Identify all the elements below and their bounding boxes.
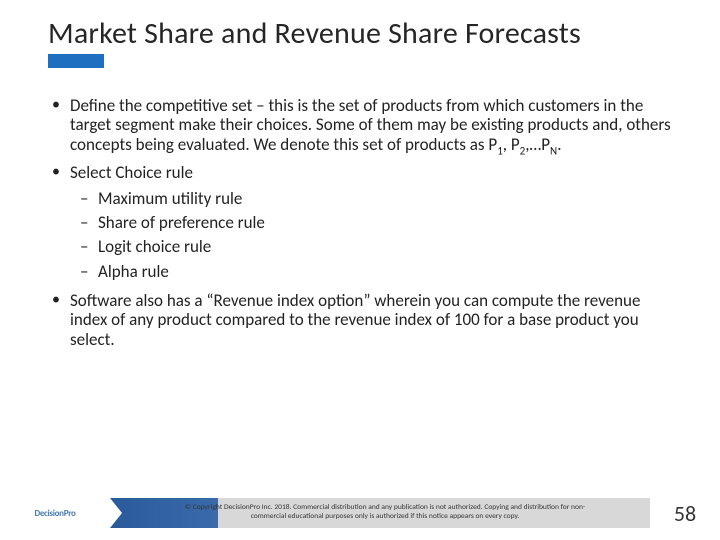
bullet-1-text-a: Define the competitive set – this is the… [70, 95, 671, 155]
bullet-1-text-d: . [557, 134, 561, 155]
slide-title: Market Share and Revenue Share Forecasts [48, 18, 720, 50]
bullet-2-text: Select Choice rule [70, 162, 193, 183]
sub-bullet-2: Share of preference rule [70, 212, 672, 234]
accent-bar [48, 54, 104, 68]
bullet-1-text-c: ,…P [525, 134, 550, 155]
content-area: Define the competitive set – this is the… [0, 68, 720, 350]
footer: DecisionPro © Copyright DecisionPro Inc.… [0, 486, 720, 540]
logo-area: DecisionPro [0, 486, 110, 540]
bullet-2: Select Choice rule Maximum utility rule … [48, 163, 672, 283]
sub-bullet-3: Logit choice rule [70, 236, 672, 258]
bullet-3: Software also has a “Revenue index optio… [48, 291, 672, 350]
copyright-text: © Copyright DecisionPro Inc. 2018. Comme… [170, 504, 600, 521]
sub-list: Maximum utility rule Share of preference… [70, 188, 672, 282]
sub-bullet-4: Alpha rule [70, 261, 672, 283]
bullet-list: Define the competitive set – this is the… [48, 96, 672, 350]
sub-bullet-1: Maximum utility rule [70, 188, 672, 210]
logo-text: DecisionPro [34, 508, 75, 519]
bullet-1: Define the competitive set – this is the… [48, 96, 672, 157]
page-number: 58 [650, 500, 720, 527]
title-block: Market Share and Revenue Share Forecasts [0, 0, 720, 68]
footer-ribbon: © Copyright DecisionPro Inc. 2018. Comme… [110, 498, 650, 528]
bullet-1-text-b: , P [503, 134, 520, 155]
